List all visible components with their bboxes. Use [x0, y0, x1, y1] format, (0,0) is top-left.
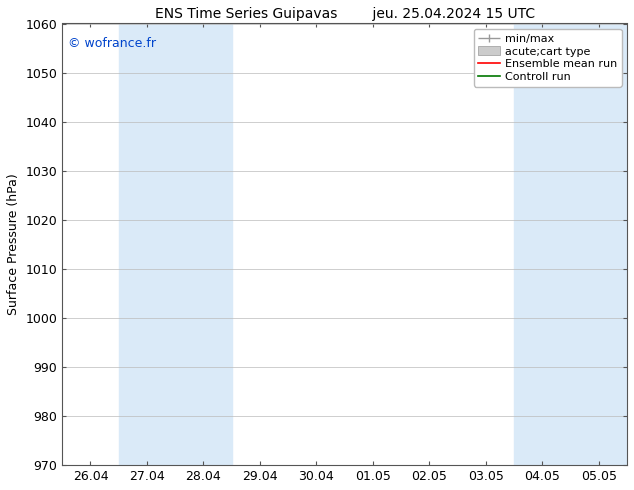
Title: ENS Time Series Guipavas        jeu. 25.04.2024 15 UTC: ENS Time Series Guipavas jeu. 25.04.2024…: [155, 7, 534, 21]
Bar: [514, 24, 627, 465]
Text: © wofrance.fr: © wofrance.fr: [68, 37, 156, 50]
Y-axis label: Surface Pressure (hPa): Surface Pressure (hPa): [7, 173, 20, 315]
Bar: [119, 24, 231, 465]
Legend: min/max, acute;cart type, Ensemble mean run, Controll run: min/max, acute;cart type, Ensemble mean …: [474, 29, 621, 87]
